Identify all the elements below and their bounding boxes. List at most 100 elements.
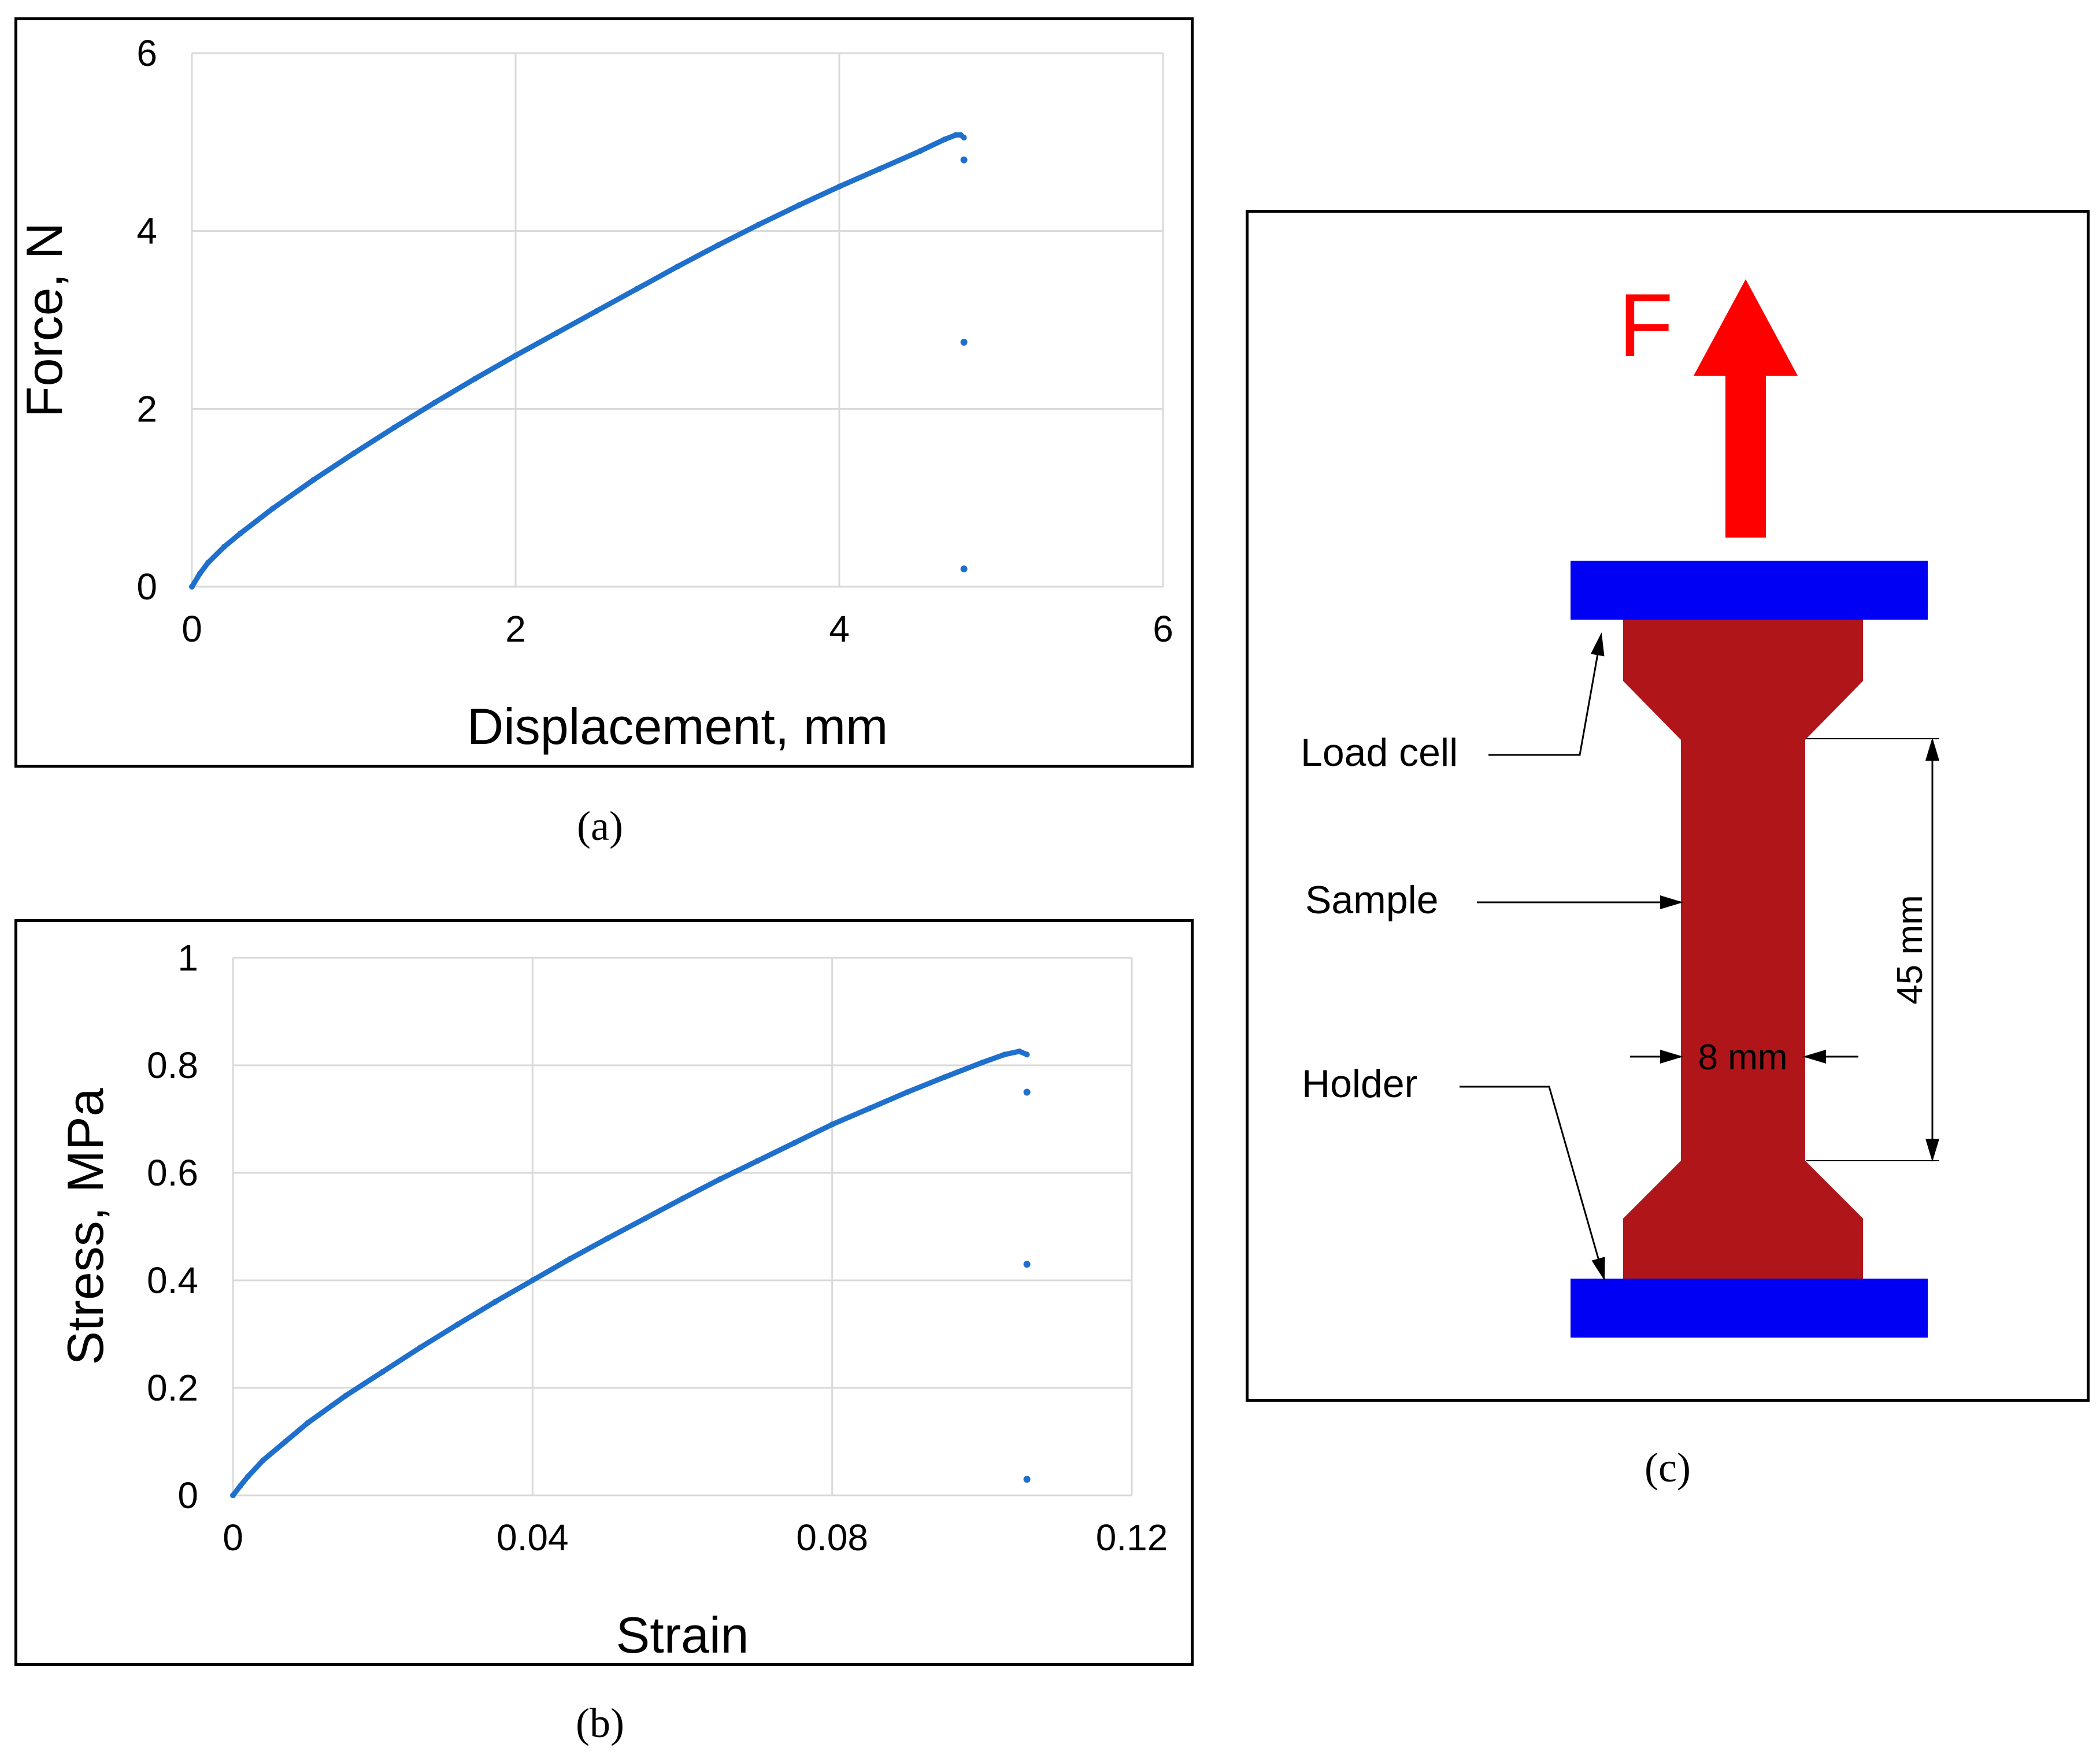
y-tick-label: 0: [177, 1475, 198, 1516]
data-point: [472, 376, 478, 382]
x-tick-label: 2: [505, 608, 526, 650]
gauge-length-label: 45 mm: [1890, 895, 1930, 1004]
data-point: [1024, 1051, 1030, 1058]
data-point: [432, 399, 438, 406]
y-tick-label: 6: [136, 32, 157, 74]
y-tick-label: 0.8: [147, 1045, 198, 1086]
data-point: [270, 505, 276, 512]
data-point: [351, 450, 357, 457]
data-point: [391, 424, 397, 431]
diagram-panel-c: F Load cell Sample Holder 45 mm 8 mm: [1246, 210, 2090, 1402]
holder-leader: [1460, 1086, 1605, 1281]
data-point: [197, 570, 203, 576]
data-point: [230, 1492, 236, 1498]
x-tick-label: 0: [182, 608, 202, 650]
sample-label: Sample: [1305, 878, 1439, 922]
data-point: [604, 1235, 610, 1242]
top-holder: [1571, 561, 1928, 620]
data-point: [417, 1345, 423, 1351]
data-point: [755, 221, 761, 228]
data-point: [754, 1158, 761, 1164]
y-axis-label: Force, N: [17, 223, 73, 417]
x-tick-label: 0.08: [796, 1517, 868, 1558]
data-point: [960, 565, 968, 573]
caption-a: (a): [577, 803, 623, 849]
data-point: [960, 156, 968, 164]
data-point: [642, 1216, 648, 1222]
caption-c: (c): [1645, 1445, 1691, 1491]
data-point: [796, 202, 802, 209]
data-point: [979, 1060, 985, 1066]
data-point: [717, 1176, 723, 1183]
x-tick-label: 0: [223, 1517, 243, 1558]
chart-panel-b: 0 0.04 0.08 0.12 0 0.2 0.4 0.6 0.8 1 Strain Stress,…: [14, 919, 1194, 1666]
data-point: [1016, 1048, 1023, 1054]
holder-label: Holder: [1302, 1062, 1417, 1106]
y-tick-label: 0: [136, 566, 157, 608]
data-point: [282, 1439, 288, 1445]
x-tick-label: 0.04: [497, 1517, 569, 1558]
sample-body: [1623, 620, 1863, 1279]
data-point: [675, 264, 680, 270]
data-point: [791, 1139, 798, 1146]
chart-panel-a: 0 2 4 6 0 2 4 6 Displacement, mm Force, N: [14, 17, 1194, 768]
data-point: [342, 1392, 349, 1399]
data-point: [513, 353, 518, 359]
y-tick-label: 0.2: [147, 1367, 198, 1409]
data-point: [1023, 1088, 1031, 1096]
series-curve: [189, 132, 967, 590]
data-point: [594, 308, 599, 314]
data-point: [529, 1277, 536, 1283]
data-point: [553, 330, 559, 336]
y-tick-label: 0.4: [147, 1260, 198, 1301]
x-axis-label: Strain: [616, 1606, 749, 1663]
data-point: [380, 1369, 386, 1375]
data-point: [942, 136, 947, 143]
data-point: [1023, 1261, 1031, 1268]
data-point: [260, 1457, 266, 1464]
data-point: [237, 1483, 243, 1489]
data-point: [205, 560, 211, 566]
data-point: [953, 132, 959, 138]
force-displacement-chart: 0 2 4 6 0 2 4 6 Displacement, mm Force, N: [17, 32, 1173, 755]
stress-strain-chart: 0 0.04 0.08 0.12 0 0.2 0.4 0.6 0.8 1 Strain Stress,…: [57, 937, 1168, 1663]
y-tick-label: 2: [136, 388, 157, 429]
series-curve: [230, 1049, 1030, 1498]
data-point: [305, 1420, 311, 1426]
bottom-holder: [1571, 1279, 1928, 1338]
data-point: [238, 530, 243, 536]
tensile-test-diagram: F Load cell Sample Holder 45 mm 8 mm: [1301, 275, 1939, 1338]
data-point: [189, 584, 195, 590]
x-axis-label: Displacement, mm: [467, 698, 888, 755]
caption-b: (b): [576, 1700, 624, 1746]
x-tick-label: 0.12: [1096, 1517, 1168, 1558]
data-point: [1001, 1051, 1008, 1058]
data-point: [829, 1121, 835, 1128]
data-point: [634, 286, 640, 292]
data-point: [961, 135, 967, 141]
data-point: [877, 165, 883, 172]
data-point: [492, 1299, 498, 1305]
force-label: F: [1618, 275, 1673, 375]
force-arrow: [1694, 279, 1798, 538]
data-point: [904, 1089, 910, 1095]
data-point: [221, 543, 227, 550]
load-cell-leader: [1488, 632, 1605, 756]
data-point: [679, 1195, 686, 1202]
data-point: [715, 242, 721, 249]
data-point: [310, 477, 316, 483]
data-point: [454, 1321, 461, 1328]
data-point: [836, 183, 842, 190]
x-tick-label: 6: [1153, 608, 1173, 650]
x-tick-label: 4: [829, 608, 850, 650]
width-label: 8 mm: [1698, 1038, 1788, 1077]
data-point: [960, 338, 968, 346]
y-tick-label: 4: [136, 210, 157, 252]
data-point: [866, 1105, 873, 1112]
data-point: [917, 148, 923, 154]
y-tick-label: 0.6: [147, 1152, 198, 1194]
data-point: [245, 1473, 251, 1480]
data-point: [567, 1255, 573, 1262]
data-point: [1023, 1476, 1031, 1483]
y-axis-label: Stress, MPa: [57, 1088, 114, 1365]
